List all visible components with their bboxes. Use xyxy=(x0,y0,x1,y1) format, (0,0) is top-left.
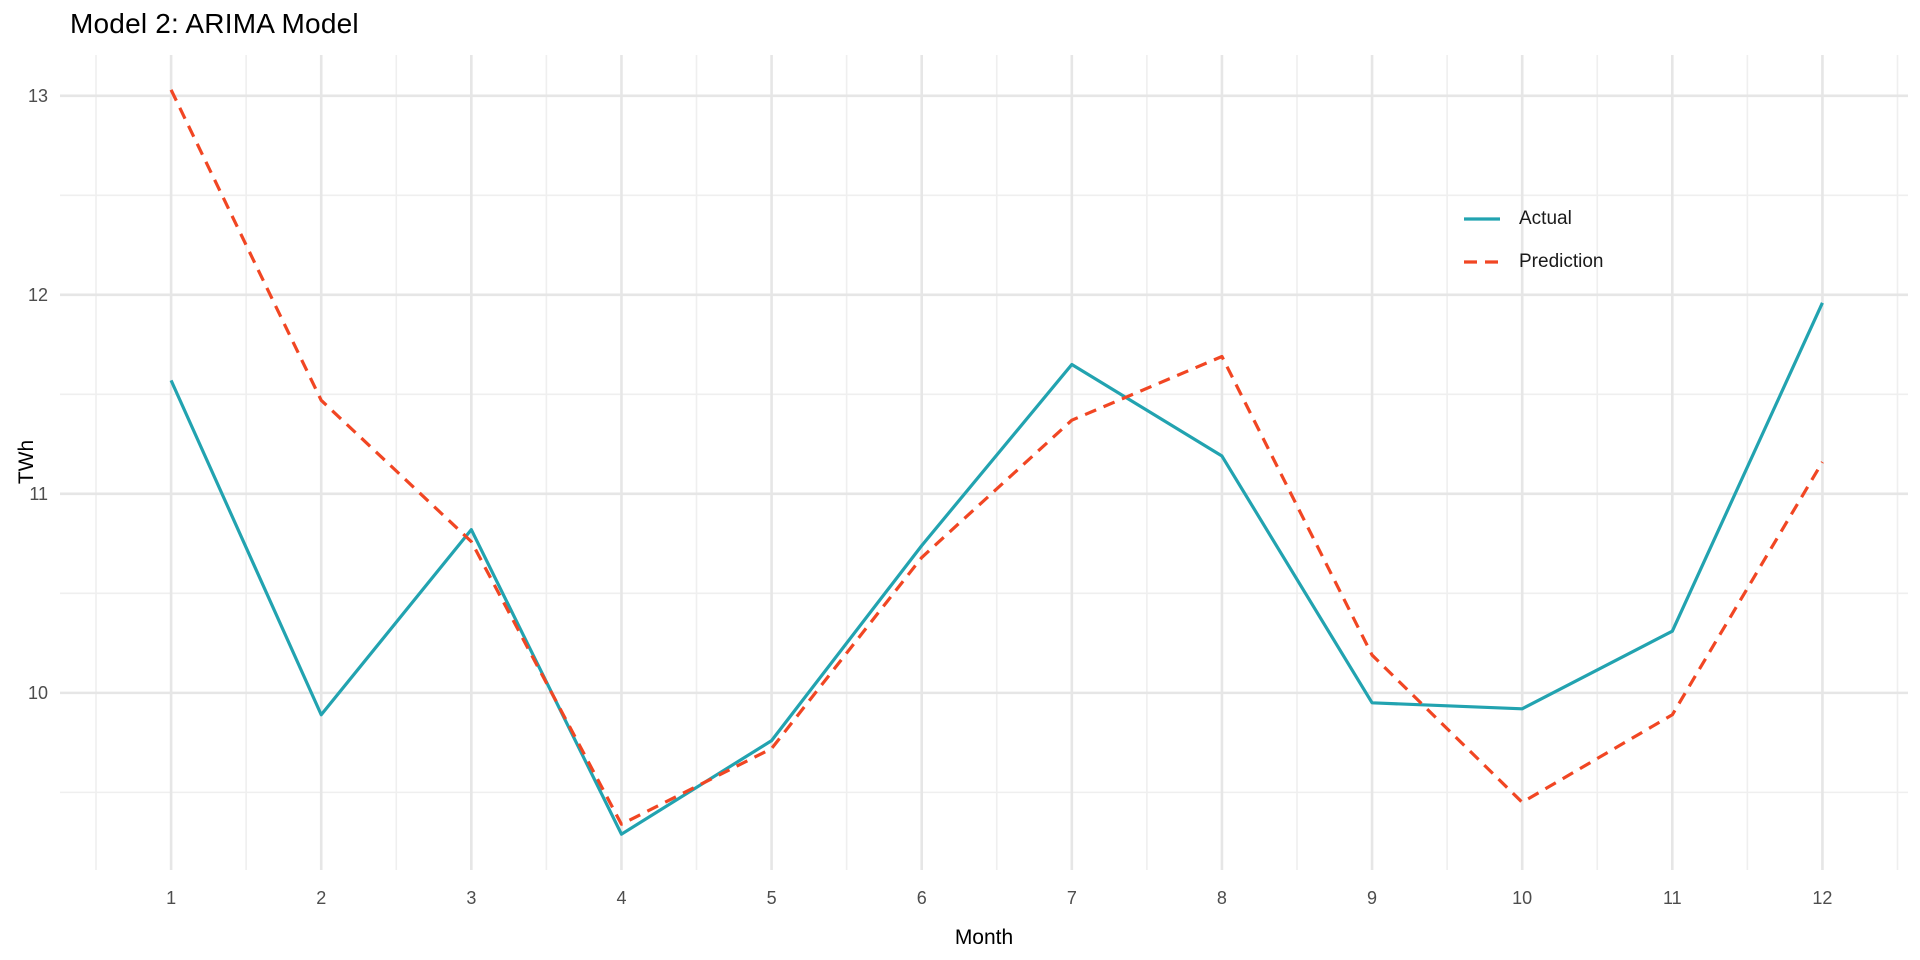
y-tick-label: 12 xyxy=(28,285,48,305)
x-tick-label: 5 xyxy=(767,888,777,908)
y-tick-label: 10 xyxy=(28,683,48,703)
gridlines-minor xyxy=(60,55,1908,870)
chart-title: Model 2: ARIMA Model xyxy=(70,8,359,39)
y-tick-label: 13 xyxy=(28,86,48,106)
x-tick-label: 1 xyxy=(166,888,176,908)
y-axis-title: TWh xyxy=(15,439,38,485)
x-tick-label: 11 xyxy=(1663,888,1682,908)
x-tick-label: 12 xyxy=(1812,888,1832,908)
x-tick-label: 7 xyxy=(1067,888,1077,908)
prediction-line-swatch-icon xyxy=(1464,260,1500,264)
legend: Actual Prediction xyxy=(1462,202,1604,279)
x-tick-label: 4 xyxy=(616,888,626,908)
legend-label-prediction: Prediction xyxy=(1519,251,1604,272)
x-axis-title: Month xyxy=(954,926,1014,949)
actual-line-swatch-icon xyxy=(1464,217,1500,221)
legend-item-actual: Actual xyxy=(1462,202,1604,236)
y-tick-label: 11 xyxy=(29,484,48,504)
actual-line xyxy=(169,302,1824,836)
x-tick-label: 3 xyxy=(466,888,476,908)
x-tick-label: 9 xyxy=(1367,888,1377,908)
x-tick-label: 8 xyxy=(1217,888,1227,908)
gridlines-major xyxy=(60,55,1908,870)
prediction-line xyxy=(169,89,1824,826)
legend-item-prediction: Prediction xyxy=(1462,245,1604,279)
x-tick-label: 10 xyxy=(1512,888,1532,908)
x-tick-label: 2 xyxy=(316,888,326,908)
x-tick-label: 6 xyxy=(917,888,927,908)
legend-label-actual: Actual xyxy=(1519,208,1572,229)
